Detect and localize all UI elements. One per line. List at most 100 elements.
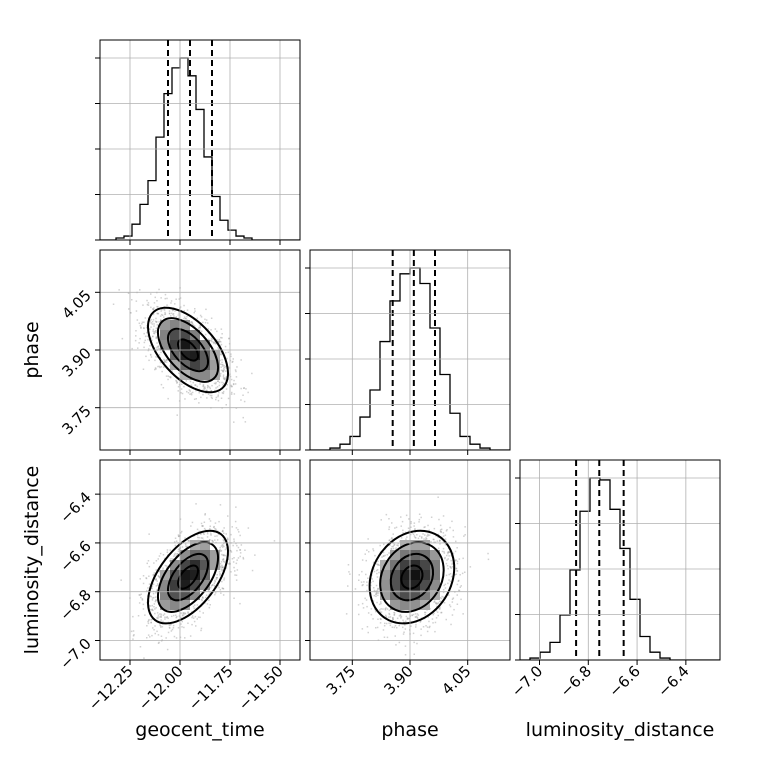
- scatter-point: [132, 615, 134, 618]
- scatter-point: [456, 560, 459, 563]
- density-cell: [400, 580, 410, 590]
- density-cell: [210, 370, 220, 380]
- density-cell: [190, 580, 200, 590]
- scatter-point: [199, 325, 201, 327]
- scatter-point: [357, 604, 360, 606]
- scatter-point: [149, 636, 151, 638]
- scatter-point: [345, 613, 348, 615]
- scatter-point: [221, 381, 223, 384]
- scatter-point: [147, 619, 150, 622]
- scatter-point: [163, 316, 165, 318]
- scatter-point: [220, 550, 222, 552]
- scatter-point: [367, 631, 369, 634]
- scatter-point: [419, 535, 421, 537]
- scatter-point: [155, 337, 157, 339]
- scatter-point: [404, 624, 406, 626]
- density-cell: [180, 330, 190, 340]
- scatter-point: [442, 532, 445, 534]
- scatter-point: [185, 317, 187, 320]
- scatter-point: [161, 370, 163, 373]
- scatter-point: [375, 593, 377, 596]
- contour-phase-vs-luminosity-distance-3: [368, 529, 456, 625]
- scatter-point: [167, 397, 169, 400]
- scatter-point: [375, 590, 377, 592]
- scatter-point: [172, 558, 174, 560]
- scatter-point: [213, 582, 216, 584]
- density-cell: [160, 330, 170, 340]
- scatter-point: [218, 342, 220, 344]
- scatter-point: [199, 616, 201, 619]
- scatter-point: [239, 552, 242, 554]
- scatter-point: [189, 380, 192, 383]
- scatter-point: [211, 384, 213, 387]
- scatter-point: [366, 549, 368, 551]
- density-cell: [180, 350, 190, 360]
- scatter-point: [155, 336, 158, 338]
- scatter-point: [377, 564, 379, 566]
- scatter-point: [165, 616, 168, 619]
- scatter-point: [175, 540, 178, 542]
- scatter-point: [181, 546, 184, 548]
- contour-geocent-time-vs-phase-3: [146, 306, 230, 394]
- scatter-point: [194, 604, 196, 606]
- scatter-point: [380, 601, 382, 603]
- scatter-point: [453, 608, 455, 611]
- scatter-point: [228, 337, 230, 340]
- scatter-point: [216, 577, 218, 579]
- scatter-point: [445, 562, 448, 565]
- scatter-point: [178, 384, 181, 386]
- scatter-point: [450, 575, 453, 578]
- scatter-point: [209, 387, 211, 390]
- scatter-point: [186, 309, 189, 311]
- scatter-point: [204, 318, 206, 321]
- scatter-point: [182, 612, 184, 614]
- scatter-point: [205, 389, 208, 392]
- scatter-point: [425, 538, 428, 540]
- scatter-point: [221, 392, 224, 394]
- scatter-point: [384, 609, 387, 611]
- scatter-point: [370, 584, 372, 587]
- scatter-point: [156, 589, 158, 591]
- scatter-point: [150, 337, 152, 339]
- scatter-point: [170, 300, 173, 302]
- scatter-point: [170, 312, 173, 315]
- scatter-point: [152, 592, 155, 595]
- scatter-point: [390, 538, 393, 540]
- scatter-point: [174, 537, 177, 539]
- scatter-point: [445, 530, 448, 532]
- scatter-point: [216, 339, 218, 341]
- density-cell: [170, 570, 180, 580]
- scatter-point: [141, 321, 144, 323]
- scatter-point: [180, 388, 183, 390]
- scatter-point: [210, 585, 213, 587]
- scatter-point: [221, 544, 224, 546]
- scatter-point: [146, 303, 149, 306]
- scatter-point: [199, 610, 201, 613]
- scatter-point: [235, 407, 238, 409]
- scatter-point: [230, 385, 233, 388]
- scatter-point: [432, 538, 435, 541]
- scatter-point: [140, 596, 142, 599]
- scatter-point: [204, 514, 206, 516]
- scatter-point: [130, 312, 132, 314]
- scatter-point: [159, 625, 162, 627]
- scatter-point: [208, 593, 210, 596]
- scatter-point: [197, 616, 200, 618]
- density-cell: [200, 580, 210, 590]
- scatter-point: [210, 337, 213, 340]
- scatter-point: [437, 536, 439, 539]
- scatter-point: [147, 634, 150, 636]
- scatter-point: [414, 531, 416, 533]
- scatter-point: [155, 599, 157, 602]
- scatter-point: [373, 570, 376, 573]
- scatter-point: [182, 612, 185, 614]
- scatter-point: [209, 394, 212, 397]
- scatter-point: [200, 627, 203, 630]
- scatter-point: [162, 620, 164, 623]
- scatter-point: [204, 513, 206, 515]
- scatter-point: [436, 611, 439, 613]
- scatter-point: [183, 385, 185, 388]
- scatter-point: [143, 341, 146, 344]
- scatter-point: [192, 605, 195, 608]
- scatter-point: [230, 393, 233, 395]
